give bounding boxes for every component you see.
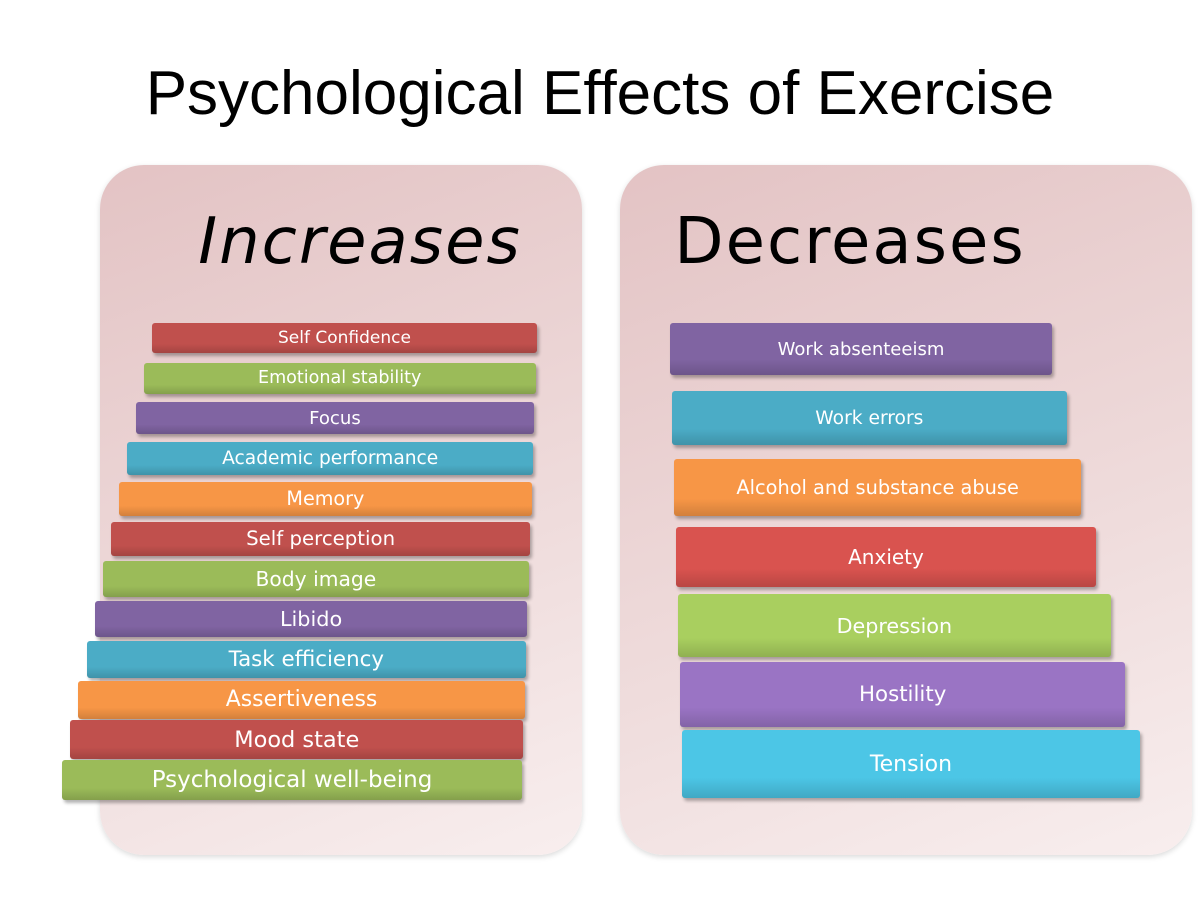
effect-bar: Focus [135, 402, 535, 435]
effect-bar: Memory [119, 481, 532, 516]
effect-bar: Body image [102, 561, 529, 597]
effect-bar: Work errors [672, 390, 1067, 446]
effect-bar: Psychological well-being [62, 760, 522, 800]
effect-bar: Self Confidence [152, 323, 537, 353]
effect-bar: Academic performance [127, 442, 533, 475]
effect-bar: Hostility [680, 662, 1126, 728]
effect-bar: Task efficiency [86, 640, 527, 679]
panel-heading: Increases [198, 205, 522, 279]
effect-bar: Self perception [111, 521, 531, 557]
effect-bar: Work absenteeism [670, 323, 1052, 375]
effect-bar: Alcohol and substance abuse [674, 458, 1082, 516]
effect-bar: Depression [678, 594, 1111, 657]
slide-title: Psychological Effects of Exercise [145, 59, 1055, 128]
effect-bar: Tension [682, 730, 1140, 798]
effect-bar: Emotional stability [143, 362, 536, 394]
effect-bar: Anxiety [676, 526, 1096, 587]
effect-bar: Mood state [70, 720, 524, 760]
panel-heading: Decreases [674, 205, 1026, 279]
effect-bar: Assertiveness [78, 680, 525, 719]
effect-bar: Libido [94, 601, 528, 638]
